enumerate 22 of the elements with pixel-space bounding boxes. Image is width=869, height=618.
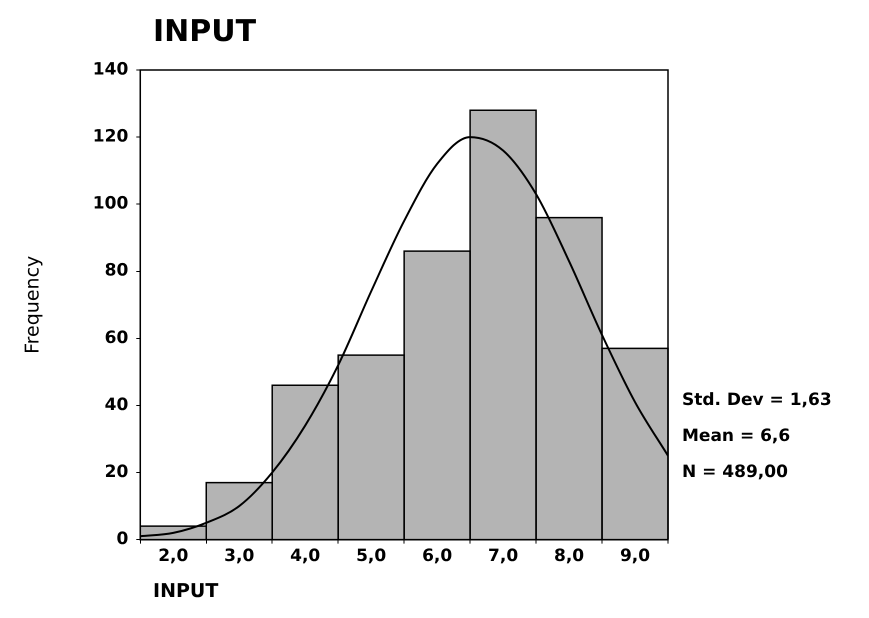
- x-tick-label: 3,0: [224, 546, 254, 566]
- y-tick-label: 80: [104, 260, 128, 281]
- y-tick-label: 140: [92, 59, 128, 80]
- x-tick-label: 7,0: [488, 546, 518, 566]
- y-tick-label: 40: [104, 394, 128, 415]
- x-axis-title: INPUT: [153, 580, 218, 602]
- x-tick-label: 8,0: [554, 546, 584, 566]
- y-tick-label: 0: [116, 529, 128, 550]
- y-tick-label: 20: [104, 462, 128, 482]
- y-tick-label: 120: [92, 126, 128, 147]
- y-tick-label: 60: [104, 328, 128, 348]
- x-tick-label: 2,0: [158, 546, 188, 566]
- text: N = 489,00: [682, 461, 789, 484]
- chart-title: INPUT: [153, 14, 256, 49]
- x-tick-label: 6,0: [422, 546, 452, 566]
- x-tick-label: 5,0: [356, 546, 386, 566]
- y-tick-label: 100: [92, 194, 128, 214]
- text: Mean = 6,6: [682, 425, 792, 448]
- y-axis-title: Frequency: [21, 256, 44, 354]
- text: Std. Dev = 1,63: [682, 389, 832, 412]
- x-tick-label: 4,0: [290, 546, 320, 566]
- x-tick-label: 9,0: [620, 546, 650, 566]
